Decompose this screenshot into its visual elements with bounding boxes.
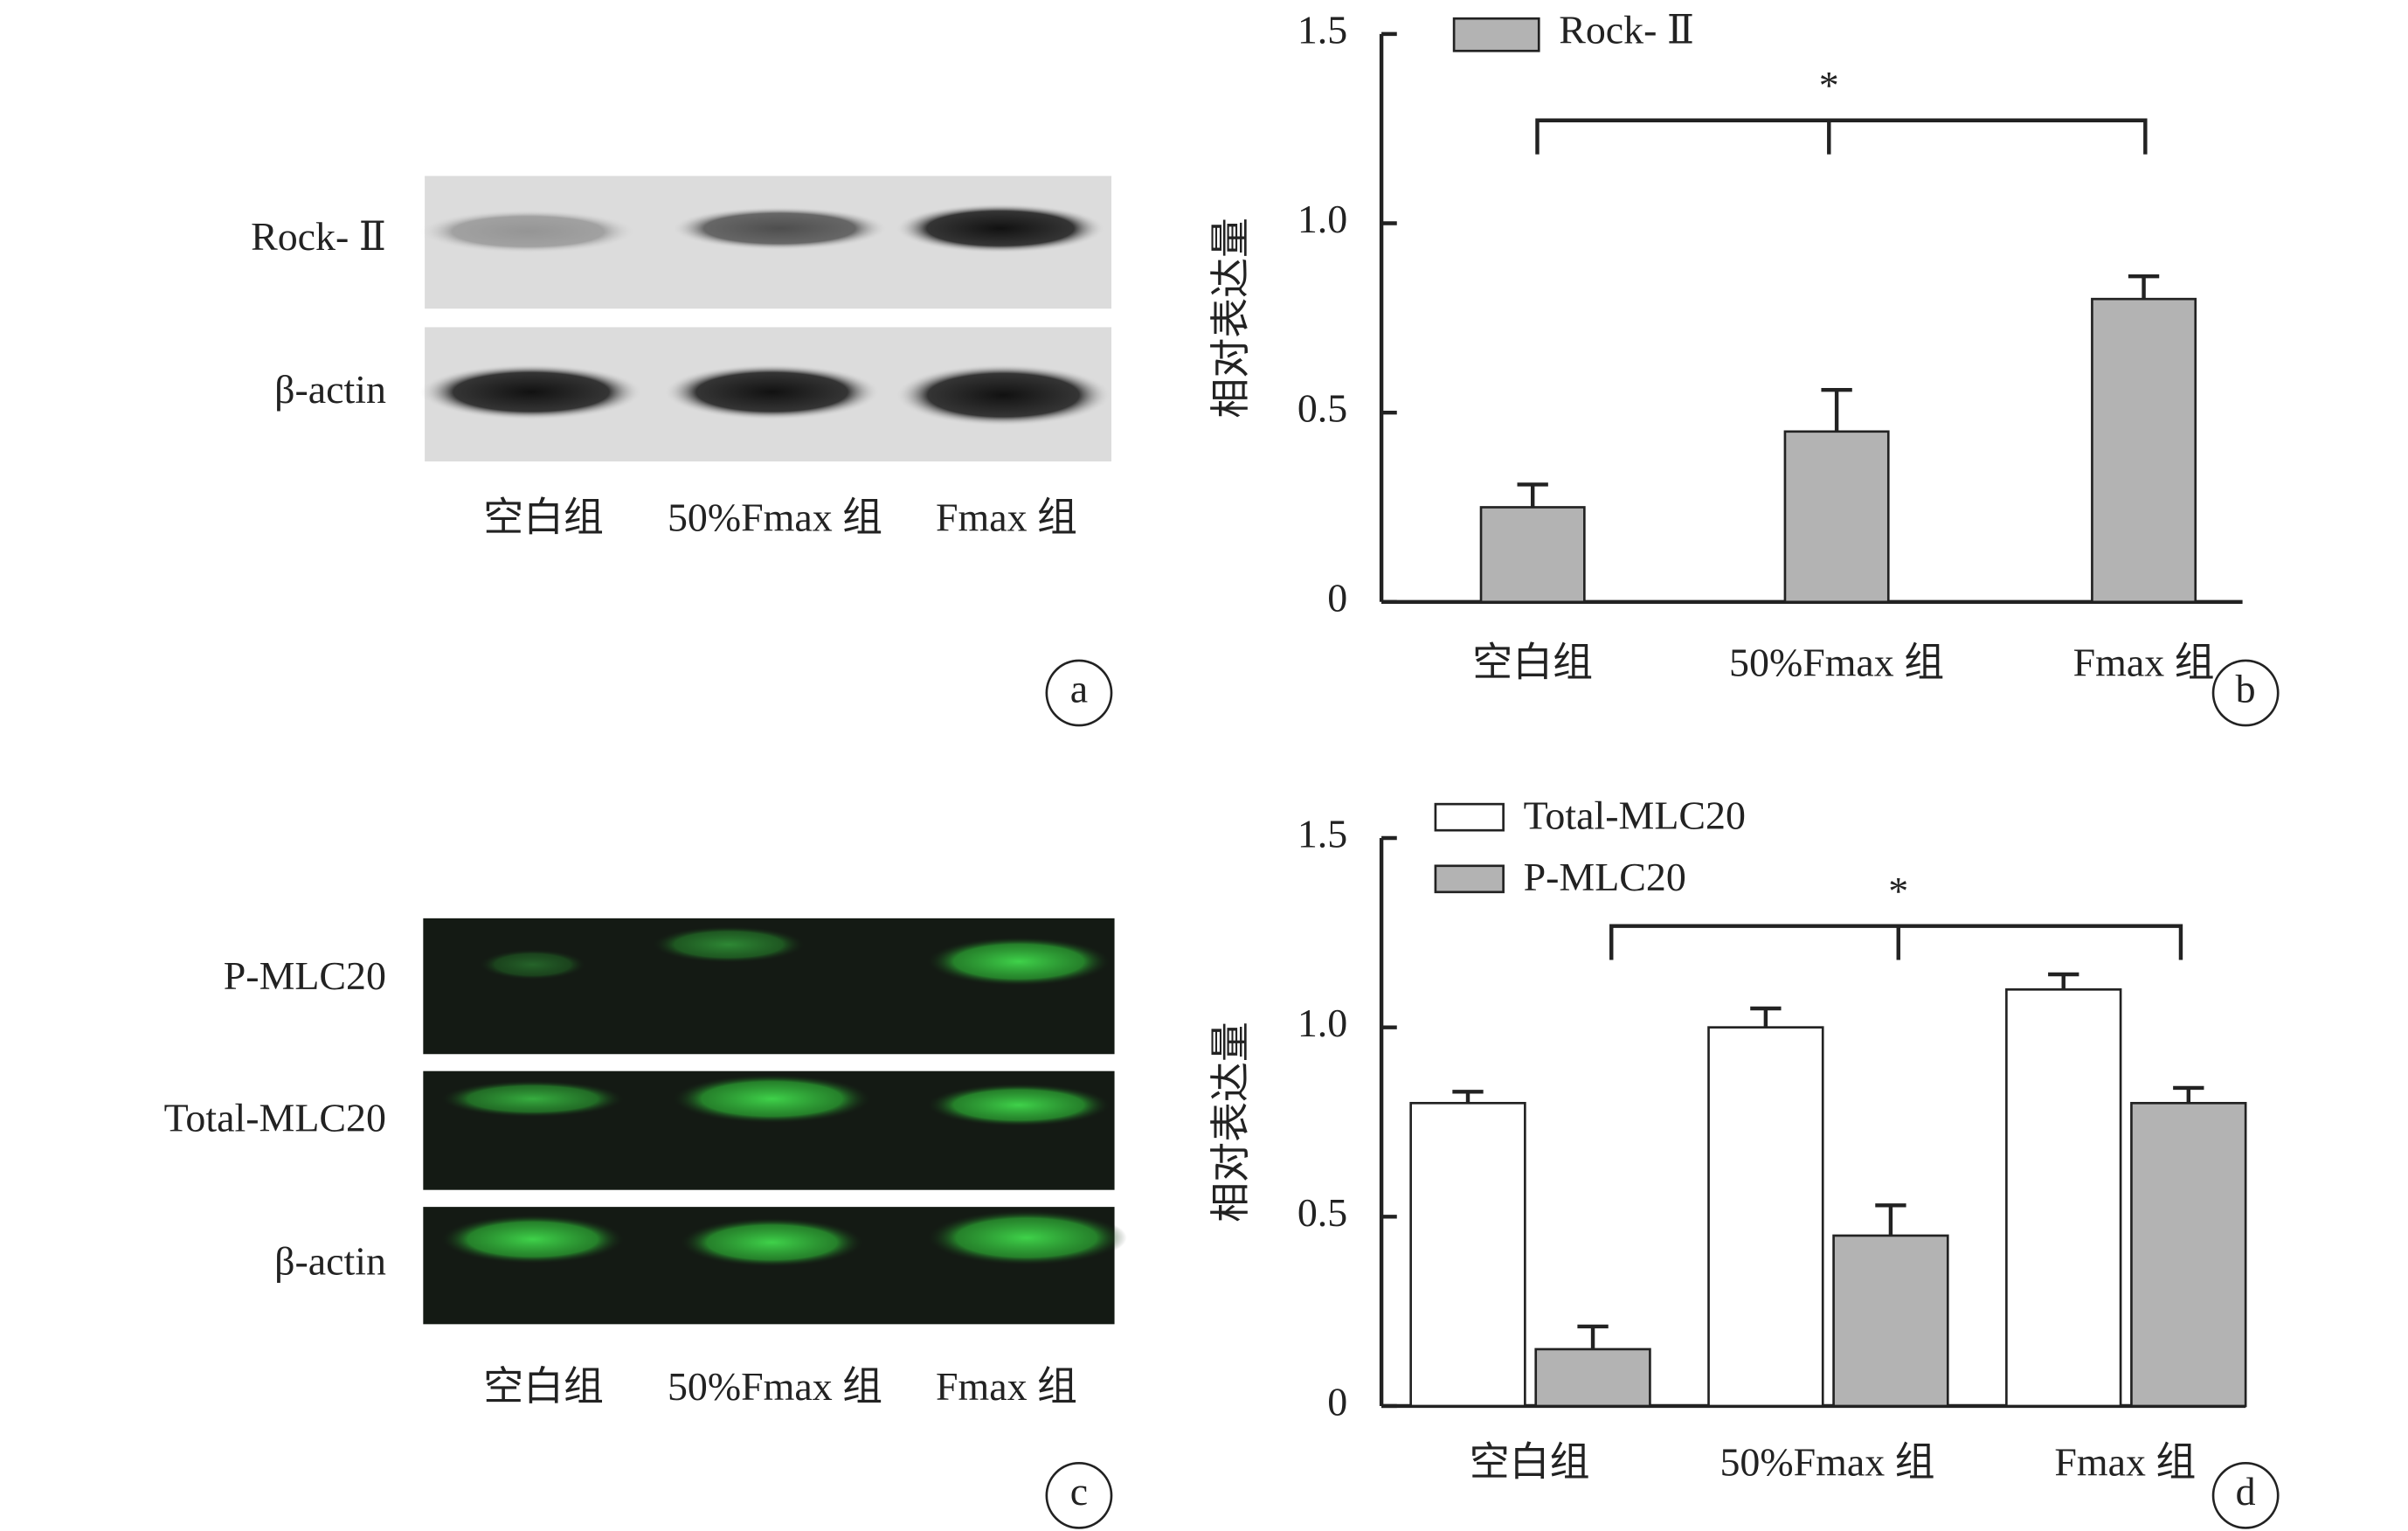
blot-row-label: β-actin: [274, 1239, 386, 1284]
legend-label: Total-MLC20: [1524, 793, 1746, 837]
x-tick-label: 空白组: [1470, 1439, 1590, 1484]
x-tick-label: Fmax 组: [2054, 1439, 2196, 1484]
significance-bracket: [1535, 118, 2148, 155]
y-tick-label: 0: [1327, 1379, 1347, 1424]
blot-c: [423, 918, 1127, 1325]
blot-row-label: Total-MLC20: [164, 1096, 386, 1140]
bar: [2005, 987, 2122, 1408]
bar: [1479, 506, 1586, 604]
legend-label: Rock- Ⅱ: [1559, 7, 1694, 52]
blot-row-label: P-MLC20: [224, 953, 386, 998]
x-tick-label: 50%Fmax 组: [1729, 640, 1944, 684]
bar: [1783, 430, 1890, 604]
bar: [1832, 1234, 1949, 1408]
panel-circle: [2211, 1461, 2280, 1529]
y-tick-label: 0: [1327, 575, 1347, 620]
x-tick-label: 空白组: [1472, 640, 1593, 684]
significance-bracket: [1609, 924, 2183, 960]
bar: [2130, 1101, 2247, 1408]
bar: [1409, 1101, 1526, 1408]
legend-swatch: [1434, 864, 1505, 894]
x-tick-label: Fmax 组: [2073, 640, 2215, 684]
blot-lane-label: Fmax 组: [936, 1364, 1077, 1409]
y-tick-label: 0.5: [1297, 1190, 1347, 1235]
panel-circle: [1045, 659, 1113, 727]
y-axis-label: 相对表达量: [1208, 218, 1253, 419]
y-tick-label: 1.0: [1297, 1001, 1347, 1045]
x-tick-label: 50%Fmax 组: [1720, 1439, 1934, 1484]
blot-row-label: Rock- Ⅱ: [251, 214, 386, 259]
blot-row-label: β-actin: [274, 367, 386, 412]
panel-label: a: [1070, 667, 1088, 711]
y-tick-label: 0.5: [1297, 386, 1347, 431]
y-tick-label: 1.5: [1297, 812, 1347, 856]
y-tick-label: 1.0: [1297, 197, 1347, 241]
bar: [2091, 297, 2197, 604]
panel-circle: [1045, 1461, 1113, 1529]
significance-annotation: *: [1888, 869, 1908, 913]
bar: [1707, 1026, 1824, 1408]
legend-swatch: [1434, 802, 1505, 832]
panel-circle: [2211, 659, 2280, 727]
legend-swatch: [1452, 17, 1540, 52]
y-axis-label: 相对表达量: [1208, 1022, 1253, 1223]
blot-a: [419, 176, 1112, 462]
blot-lane-label: 50%Fmax 组: [668, 495, 882, 539]
blot-lane-label: Fmax 组: [936, 495, 1077, 539]
legend-label: P-MLC20: [1524, 855, 1686, 899]
blot-lane-label: 空白组: [483, 1364, 604, 1409]
bar: [1534, 1347, 1651, 1408]
panel-label: c: [1070, 1469, 1088, 1514]
blot-lane-label: 空白组: [483, 495, 604, 539]
panel-label: d: [2236, 1469, 2256, 1514]
significance-annotation: *: [1819, 63, 1839, 107]
panel-label: b: [2236, 667, 2256, 711]
y-tick-label: 1.5: [1297, 7, 1347, 52]
blot-lane-label: 50%Fmax 组: [668, 1364, 882, 1409]
